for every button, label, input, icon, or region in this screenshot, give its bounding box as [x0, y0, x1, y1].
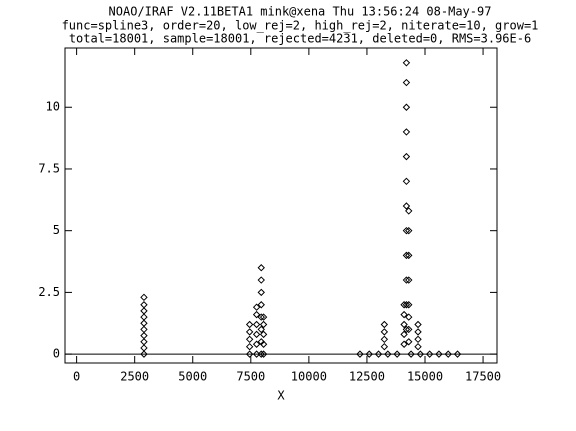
data-point	[252, 320, 261, 329]
x-axis-label: X	[277, 389, 285, 403]
data-point	[453, 350, 462, 358]
data-point	[402, 103, 411, 111]
chart-title: NOAO/IRAF V2.11BETA1 mink@xena Thu 13:56…	[109, 5, 492, 19]
data-point	[140, 307, 148, 315]
x-tick-label: 7500	[236, 370, 265, 384]
data-point	[140, 301, 148, 309]
x-tick-label: 0	[73, 370, 80, 384]
data-point	[257, 350, 265, 358]
data-point	[245, 350, 254, 358]
data-point	[245, 320, 254, 329]
data-point	[414, 342, 422, 351]
data-point	[259, 330, 268, 339]
y-tick-label: 5	[53, 223, 60, 237]
data-point	[380, 342, 389, 351]
x-tick-label: 15000	[407, 370, 443, 384]
data-point	[400, 330, 408, 339]
data-point	[405, 251, 413, 260]
data-point	[405, 313, 413, 321]
data-point	[257, 325, 265, 334]
data-point	[405, 276, 413, 284]
data-point	[402, 152, 411, 161]
data-point	[402, 202, 411, 210]
data-point	[402, 301, 411, 309]
data-point	[140, 293, 148, 302]
data-point	[400, 310, 408, 319]
data-point	[365, 350, 373, 358]
x-tick-label: 17500	[465, 370, 501, 384]
data-point	[140, 313, 148, 321]
data-point	[140, 319, 148, 327]
data-point	[405, 207, 413, 215]
data-point	[400, 340, 408, 348]
data-point	[140, 344, 148, 352]
data-point	[414, 335, 422, 344]
data-point	[414, 320, 422, 329]
data-point	[405, 325, 413, 334]
y-tick-label: 0	[53, 347, 60, 361]
x-tick-label: 12500	[349, 370, 385, 384]
data-point	[252, 330, 261, 339]
y-tick-label: 7.5	[38, 161, 60, 175]
chart-subtitle: func=spline3, order=20, low_rej=2, high_…	[62, 19, 539, 33]
data-point	[393, 350, 401, 358]
y-tick-label: 10	[46, 100, 60, 114]
data-point	[405, 338, 413, 346]
data-point	[257, 264, 265, 272]
data-point	[140, 325, 148, 334]
data-point	[384, 350, 392, 358]
data-point	[257, 276, 265, 284]
data-point	[259, 350, 268, 358]
data-point	[402, 251, 411, 260]
data-point	[245, 342, 254, 351]
data-point	[252, 340, 261, 348]
data-point	[380, 335, 389, 344]
data-point	[257, 313, 265, 321]
data-point	[380, 320, 389, 329]
data-point	[400, 320, 408, 329]
data-point	[245, 328, 254, 336]
data-point	[405, 301, 413, 309]
data-point	[402, 276, 411, 284]
data-point	[252, 303, 261, 311]
data-point	[259, 313, 268, 321]
data-point	[252, 310, 261, 319]
data-point	[444, 350, 452, 358]
data-point	[257, 301, 265, 309]
data-point	[402, 59, 411, 67]
data-point	[380, 328, 389, 336]
data-point	[356, 350, 364, 358]
data-point	[402, 325, 411, 334]
data-point	[402, 177, 411, 186]
data-point	[435, 350, 443, 358]
data-point	[140, 331, 148, 340]
data-point	[374, 350, 383, 358]
annotation: total=18001, sample=18001, rejected=4231…	[69, 32, 531, 46]
data-point	[259, 340, 268, 348]
x-tick-label: 2500	[120, 370, 149, 384]
data-point	[402, 128, 411, 136]
data-point	[257, 288, 265, 297]
data-point	[414, 328, 422, 336]
y-tick-label: 2.5	[38, 285, 60, 299]
data-point	[416, 350, 425, 358]
data-point	[425, 350, 434, 358]
data-point	[259, 320, 268, 329]
x-tick-label: 5000	[178, 370, 207, 384]
plot-frame	[64, 47, 498, 364]
data-point	[140, 338, 148, 346]
data-point	[402, 226, 411, 235]
data-point	[402, 78, 411, 87]
data-point	[407, 350, 415, 358]
x-tick-label: 10000	[291, 370, 327, 384]
data-point	[405, 226, 413, 235]
data-point	[245, 335, 254, 344]
data-point	[140, 350, 148, 358]
